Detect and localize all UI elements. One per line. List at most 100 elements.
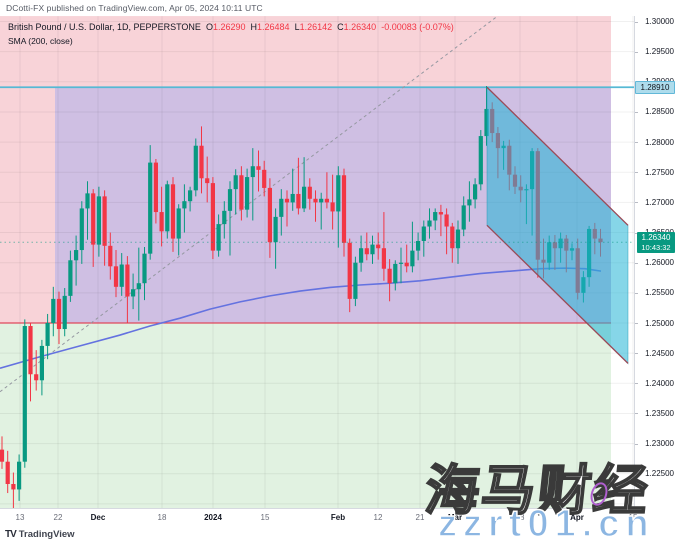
- candle-body: [153, 162, 158, 213]
- candle-body: [336, 175, 341, 212]
- candle-body: [267, 187, 272, 243]
- time-axis-label: 18: [515, 513, 525, 522]
- candle-body: [91, 193, 96, 245]
- candle-body: [11, 484, 16, 490]
- chart-pane[interactable]: [0, 16, 634, 508]
- candle-body: [113, 266, 119, 287]
- candle-body: [17, 461, 22, 490]
- candle-body: [421, 226, 426, 241]
- ohlc-row: British Pound / U.S. Dollar, 1D, PEPPERS…: [8, 21, 454, 33]
- candle-body: [438, 212, 443, 215]
- candle-body: [302, 186, 307, 209]
- price-axis-tick: [635, 353, 638, 355]
- candle-body: [22, 326, 27, 462]
- attribution-text: DCotti-FX published on TradingView.com, …: [6, 3, 263, 13]
- candle-body: [450, 226, 455, 249]
- price-axis-tick: [635, 202, 638, 204]
- time-axis[interactable]: 13 22 Dec 18 2024 15 Feb 12 21 Mar 18 Apr 15: [0, 508, 637, 529]
- candle-body: [210, 183, 215, 251]
- candle-body: [45, 323, 50, 346]
- candle-body: [51, 298, 56, 323]
- candle-body: [34, 374, 39, 381]
- candle-body: [79, 208, 84, 251]
- candle-body: [279, 198, 284, 217]
- candle-body: [199, 145, 204, 179]
- candle-body: [427, 220, 432, 227]
- candle-body: [165, 184, 170, 232]
- candle-body: [28, 326, 33, 375]
- low-label: L: [294, 22, 300, 32]
- time-axis-label: 21: [415, 513, 425, 522]
- candle-body: [193, 145, 198, 191]
- candle-body: [62, 295, 67, 330]
- candle-body: [142, 253, 147, 284]
- candle-body: [39, 345, 44, 381]
- price-axis-tick: [635, 323, 638, 324]
- candle-body: [74, 250, 79, 261]
- candle-body: [324, 198, 329, 203]
- close-value: 1.26340: [343, 22, 377, 32]
- symbol-title[interactable]: British Pound / U.S. Dollar, 1D, PEPPERS…: [8, 22, 201, 32]
- candle-body: [125, 264, 130, 297]
- candle-body: [307, 186, 312, 199]
- price-axis-label: 1.24000: [645, 378, 674, 388]
- tradingview-logo[interactable]: TV TradingView: [5, 529, 75, 540]
- price-axis-tick: [635, 172, 638, 174]
- candle-body: [393, 263, 398, 284]
- candle-body: [245, 177, 250, 210]
- open-value: 1.26290: [212, 22, 246, 32]
- current-price-label[interactable]: 1.26340 10:43:32: [637, 232, 675, 254]
- trendline[interactable]: [0, 16, 500, 393]
- time-axis-label: Apr: [570, 513, 584, 522]
- channel-upper-border[interactable]: [486, 86, 629, 226]
- sma-200-line[interactable]: [0, 267, 602, 369]
- candle-body: [205, 178, 210, 184]
- candle-body: [341, 175, 347, 243]
- candle-body: [216, 224, 221, 251]
- price-axis-label: 1.22500: [645, 469, 674, 479]
- time-axis-label: 18: [157, 513, 167, 522]
- price-axis-tick: [635, 232, 638, 234]
- candle-body: [96, 196, 101, 245]
- resistance-price-label[interactable]: 1.28910: [635, 81, 675, 95]
- time-axis-label: 13: [15, 513, 25, 522]
- candle-body: [398, 262, 404, 264]
- time-axis-label: Feb: [330, 513, 346, 522]
- time-axis-label: Dec: [90, 513, 106, 522]
- candle-body: [176, 208, 181, 239]
- candle-body: [227, 189, 233, 211]
- candle-body: [108, 245, 113, 267]
- candle-body: [273, 216, 278, 243]
- indicator-legend-sma[interactable]: SMA (200, close): [8, 36, 73, 46]
- candlestick-chart[interactable]: [0, 16, 634, 508]
- candle-body: [319, 198, 324, 203]
- background-zones: [0, 16, 611, 508]
- price-axis[interactable]: 1.300001.295001.290001.285001.280001.275…: [634, 16, 675, 508]
- symbol-legend[interactable]: British Pound / U.S. Dollar, 1D, PEPPERS…: [8, 21, 454, 47]
- price-axis-label: 1.29500: [645, 47, 674, 57]
- price-axis-label: 1.28500: [645, 107, 674, 117]
- candle-body: [461, 205, 466, 230]
- time-axis-label: 15: [260, 513, 270, 522]
- time-axis-label: 22: [53, 513, 63, 522]
- candle-body: [256, 166, 261, 170]
- candle-body: [478, 136, 483, 185]
- candle-body: [296, 193, 301, 209]
- price-axis-tick: [635, 142, 638, 144]
- price-axis-label: 1.24500: [645, 348, 674, 358]
- channel-lower-border[interactable]: [486, 224, 629, 364]
- price-axis-label: 1.23500: [645, 408, 674, 418]
- watermark-url-text: zzrt01.cn: [437, 502, 655, 546]
- price-axis-label: 1.27000: [645, 197, 674, 207]
- candle-body: [233, 175, 238, 190]
- candle-body: [484, 108, 489, 137]
- price-axis-label: 1.23000: [645, 439, 674, 449]
- candle-body: [290, 193, 295, 203]
- tradingview-logo-icon: TV: [5, 529, 17, 540]
- close-label: C: [337, 22, 344, 32]
- change-value: -0.00083 (-0.07%): [381, 22, 454, 32]
- candle-body: [102, 196, 107, 246]
- high-value: 1.26484: [257, 22, 290, 32]
- current-price-value: 1.26340: [641, 233, 671, 243]
